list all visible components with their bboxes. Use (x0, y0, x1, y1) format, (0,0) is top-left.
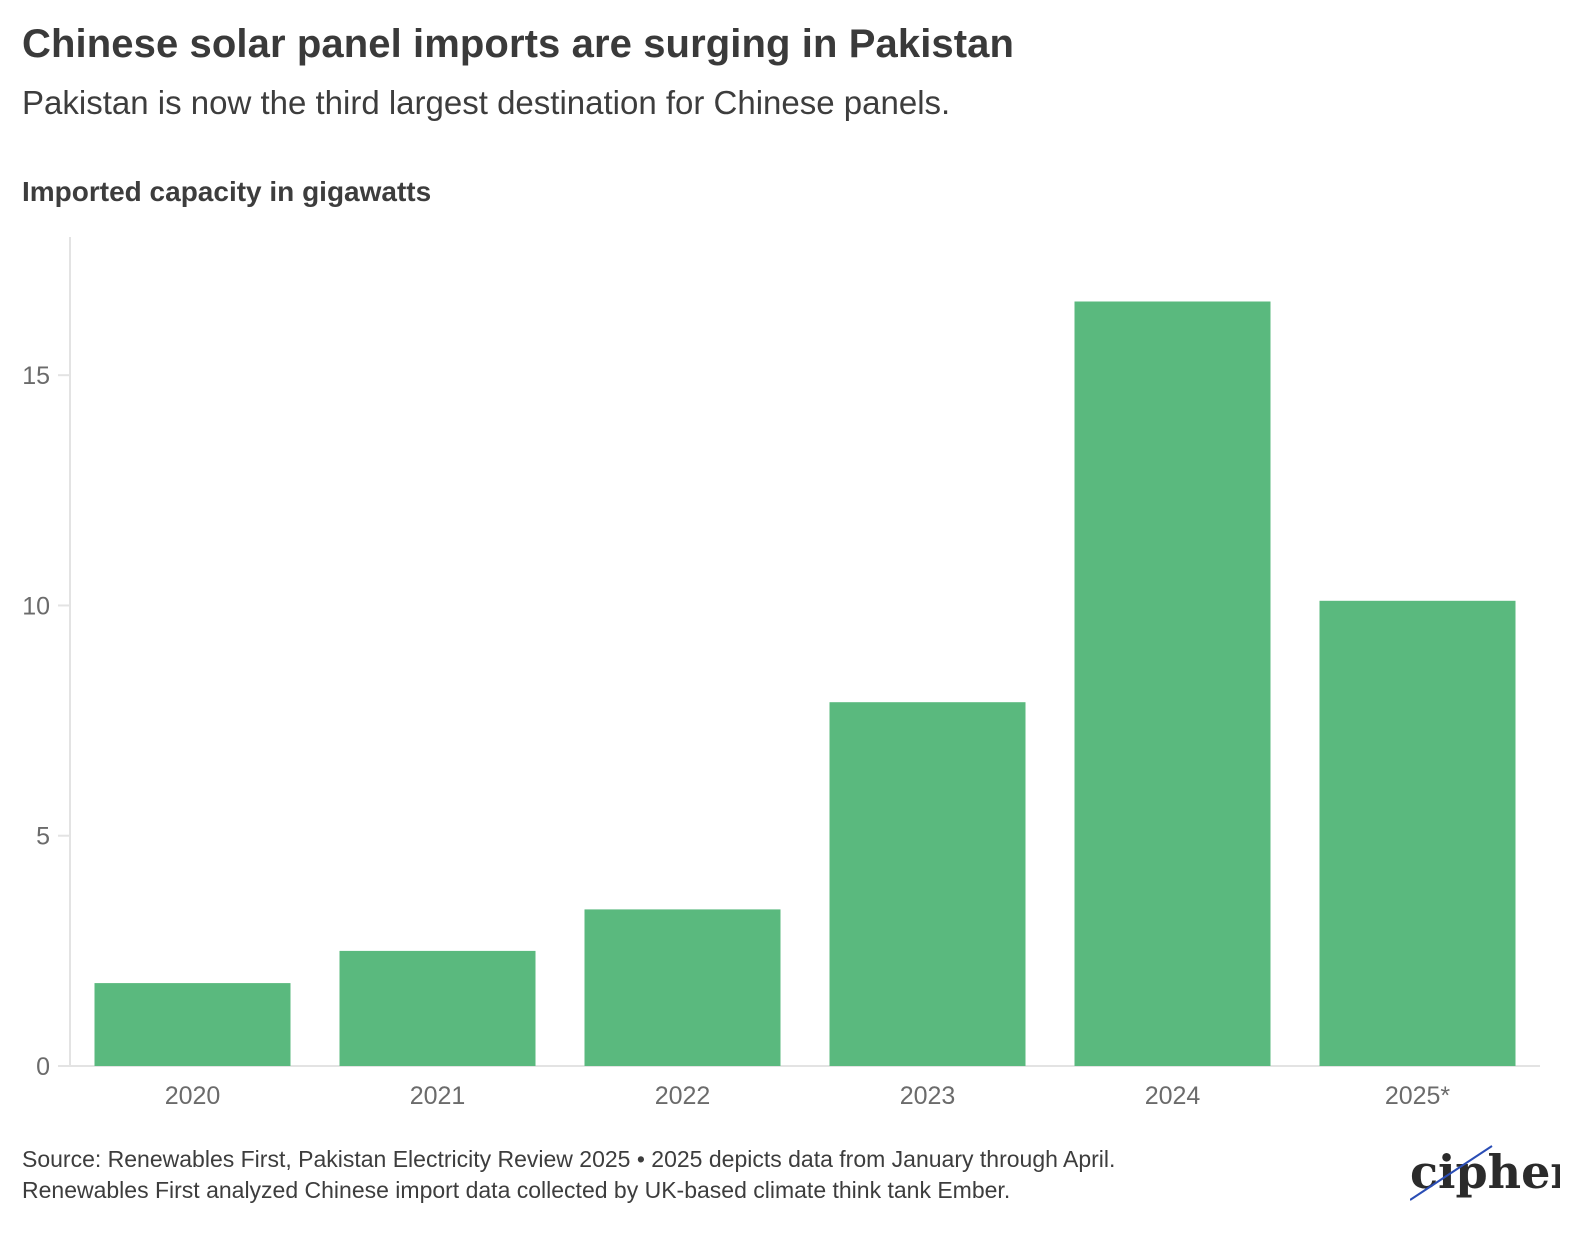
x-tick-label: 2023 (900, 1082, 956, 1110)
chart-subtitle: Pakistan is now the third largest destin… (22, 84, 951, 121)
chart-tick-labels: 0 5 10 15 2020 2021 2022 2023 2024 2025* (22, 362, 1450, 1110)
bar-2020 (94, 983, 291, 1066)
chart-title: Chinese solar panel imports are surging … (22, 22, 1015, 66)
chart-bars (94, 301, 1516, 1066)
logo-slash (1410, 1145, 1493, 1201)
x-tick-label: 2022 (655, 1082, 711, 1110)
y-tick-label: 0 (36, 1053, 50, 1081)
bar-2025 (1319, 600, 1516, 1066)
x-tick-label: 2020 (165, 1082, 221, 1110)
x-tick-label: 2021 (410, 1082, 466, 1110)
x-tick-label: 2025* (1385, 1082, 1451, 1110)
source-note: Source: Renewables First, Pakistan Elect… (22, 1144, 1115, 1206)
logo-wordmark: cipher (1410, 1145, 1560, 1199)
bar-2024 (1074, 301, 1271, 1066)
source-line-2: Renewables First analyzed Chinese import… (22, 1177, 1011, 1203)
x-tick-label: 2024 (1145, 1082, 1201, 1110)
bar-2022 (584, 909, 781, 1066)
cipher-logo: cipher (1410, 1145, 1560, 1201)
bar-2021 (339, 950, 536, 1066)
y-tick-label: 5 (36, 823, 50, 851)
y-tick-label: 15 (22, 362, 50, 390)
chart-axes (58, 237, 1540, 1067)
bar-2023 (829, 702, 1026, 1066)
source-line-1: Source: Renewables First, Pakistan Elect… (22, 1146, 1116, 1172)
y-axis-title: Imported capacity in gigawatts (22, 176, 432, 207)
y-tick-label: 10 (22, 592, 50, 620)
